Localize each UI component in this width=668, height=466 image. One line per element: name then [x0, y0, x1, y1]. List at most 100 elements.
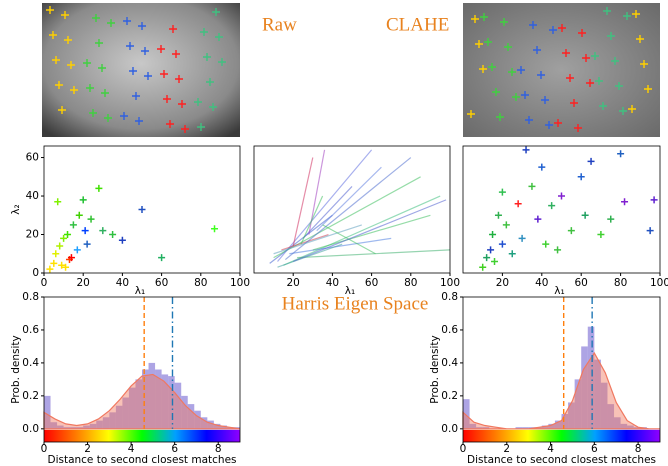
y-tick-label: 0.6	[22, 324, 39, 336]
x-tick-label: 8	[215, 443, 222, 455]
keypoint-cross	[566, 74, 574, 82]
keypoint-cross	[479, 65, 487, 73]
hist-bar	[109, 412, 116, 429]
keypoint-cross	[163, 95, 171, 103]
arrow	[302, 185, 353, 239]
keypoint-cross	[58, 106, 66, 114]
x-tick-label: 4	[128, 443, 135, 455]
fit-area	[43, 373, 241, 430]
keypoint-cross	[611, 57, 619, 65]
point	[95, 184, 103, 192]
x-tick-label: 4	[547, 443, 554, 455]
arrow	[297, 249, 451, 259]
axes-frame	[43, 296, 241, 443]
keypoint-cross	[215, 33, 223, 41]
keypoint-cross	[203, 53, 211, 61]
keypoint-cross	[83, 59, 91, 67]
point	[75, 211, 83, 219]
point	[87, 215, 95, 223]
axes-frame	[462, 296, 661, 443]
keypoint-cross	[123, 17, 131, 25]
point	[46, 265, 54, 273]
hist-bar	[574, 379, 582, 429]
y-tick-label: 60	[26, 152, 39, 164]
keypoint-cross	[595, 77, 603, 85]
keypoint-cross	[603, 7, 611, 15]
point	[498, 188, 506, 196]
x-tick-label: 0	[41, 443, 48, 455]
y-tick-label: 0.4	[22, 357, 39, 369]
x-tick-label: 40	[535, 277, 548, 289]
keypoint-cross	[89, 109, 97, 117]
point	[69, 221, 77, 229]
x-tick-label: 0	[460, 443, 467, 455]
point	[50, 259, 58, 267]
arrow	[292, 157, 314, 247]
hist-bar	[476, 427, 483, 429]
x-tick-label: 2	[84, 443, 91, 455]
hist-bar	[633, 427, 641, 429]
keypoint-cross	[52, 56, 60, 64]
point	[538, 163, 546, 171]
point	[58, 261, 66, 269]
keypoint-cross	[175, 75, 183, 83]
keypoint-cross	[104, 114, 112, 122]
point	[617, 150, 625, 158]
keypoint-cross	[504, 43, 512, 51]
x-tick-label: 20	[77, 277, 90, 289]
hist-bar	[568, 402, 575, 429]
clahe-label: CLAHE	[386, 14, 449, 35]
keypoint-cross	[562, 49, 570, 57]
point	[138, 206, 146, 213]
point	[54, 198, 62, 206]
keypoint-cross	[61, 11, 69, 19]
keypoint-cross	[160, 70, 168, 78]
keypoint-cross	[206, 78, 214, 86]
keypoint-cross	[126, 42, 134, 50]
keypoint-cross	[636, 35, 644, 43]
x-tick-label: 60	[575, 277, 588, 289]
x-tick-label: 8	[635, 443, 642, 455]
x-tick-label: 80	[614, 277, 627, 289]
keypoint-cross	[529, 21, 537, 29]
point	[597, 231, 605, 239]
keypoint-cross	[178, 100, 186, 108]
hist-bar	[463, 399, 470, 429]
keypoint-cross	[586, 79, 594, 87]
hist-bar	[187, 404, 195, 429]
keypoint-cross	[194, 98, 202, 106]
hist-bar	[142, 369, 149, 429]
keypoint-cross	[537, 71, 545, 79]
hist-bar	[535, 427, 542, 429]
point	[498, 240, 506, 248]
axes-frame	[253, 145, 451, 274]
hist-bar	[482, 427, 490, 429]
arrow	[292, 199, 447, 263]
keypoint-cross	[558, 24, 566, 32]
hist-bar	[135, 379, 142, 429]
point	[502, 221, 510, 229]
arrow	[316, 166, 382, 232]
hist-bar	[600, 382, 608, 429]
keypoint-cross	[166, 120, 174, 128]
x-tick-label: 100	[230, 277, 250, 289]
hist-bar	[226, 427, 234, 429]
y-tick-label: 40	[26, 190, 39, 202]
keypoint-cross	[98, 64, 106, 72]
hist-bar	[594, 359, 601, 429]
arrow	[283, 195, 441, 266]
arrow	[281, 233, 329, 251]
keypoint-cross	[628, 105, 636, 113]
point	[79, 196, 87, 204]
y-tick-label: 0.0	[22, 423, 39, 435]
hist-bar	[161, 374, 169, 429]
keypoint-cross	[512, 93, 520, 101]
keypoint-cross	[157, 45, 165, 53]
x-tick-label: 20	[496, 277, 509, 289]
keypoint-cross	[132, 92, 140, 100]
fit-area	[462, 351, 660, 430]
point	[62, 263, 70, 271]
point	[479, 263, 487, 271]
hist-bar	[96, 420, 103, 429]
